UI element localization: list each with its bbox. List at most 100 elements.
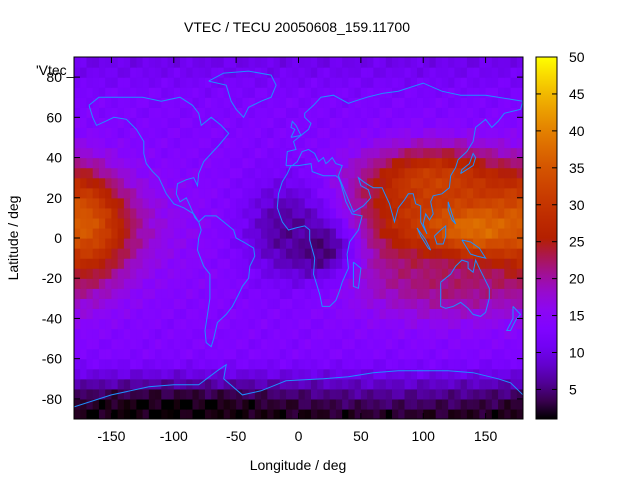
heatmap-cell [292, 248, 300, 259]
heatmap-cell [198, 127, 206, 139]
heatmap-cell [74, 137, 81, 149]
heatmap-cell [367, 238, 374, 249]
heatmap-cell [254, 207, 262, 219]
heatmap-cell [342, 408, 349, 419]
heatmap-cell [491, 288, 499, 299]
heatmap-cell [242, 278, 250, 289]
heatmap-cell [304, 117, 312, 128]
heatmap-cell [510, 97, 518, 108]
heatmap-cell [198, 298, 206, 309]
heatmap-cell [342, 258, 349, 269]
heatmap-cell [454, 227, 462, 239]
heatmap-cell [485, 298, 493, 309]
heatmap-cell [142, 268, 150, 279]
heatmap-cell [423, 57, 431, 68]
x-axis-label: Longitude / deg [250, 457, 347, 473]
heatmap-cell [317, 157, 325, 169]
heatmap-cell [173, 137, 181, 149]
heatmap-cell [379, 87, 387, 98]
heatmap-cell [304, 308, 312, 320]
heatmap-cell [423, 278, 431, 289]
heatmap-cell [117, 398, 125, 410]
heatmap-cell [416, 57, 424, 68]
heatmap-cell [261, 107, 268, 118]
heatmap-cell [105, 368, 113, 380]
heatmap-cell [516, 117, 523, 128]
heatmap-cell [448, 57, 456, 68]
heatmap-cell [429, 157, 437, 169]
heatmap-cell [86, 278, 94, 289]
heatmap-cell [242, 127, 250, 139]
heatmap-cell [111, 67, 119, 78]
heatmap-cell [429, 167, 437, 179]
heatmap-cell [398, 348, 406, 360]
heatmap-cell [367, 227, 374, 239]
heatmap-cell [460, 207, 468, 219]
heatmap-cell [423, 197, 431, 209]
heatmap-cell [385, 358, 393, 370]
heatmap-cell [317, 197, 325, 209]
heatmap-cell [286, 97, 293, 108]
heatmap-cell [161, 298, 169, 309]
heatmap-cell [86, 117, 94, 128]
heatmap-cell [510, 408, 518, 419]
heatmap-cell [491, 268, 499, 279]
heatmap-cell [242, 378, 250, 390]
heatmap-cell [186, 248, 194, 259]
heatmap-cell [416, 348, 424, 360]
heatmap-cell [373, 137, 381, 149]
heatmap-cell [485, 187, 493, 199]
heatmap-cell [423, 97, 431, 108]
heatmap-cell [416, 378, 424, 390]
heatmap-cell [167, 57, 175, 68]
heatmap-cell [86, 398, 94, 410]
heatmap-cell [460, 157, 468, 169]
heatmap-cell [286, 298, 293, 309]
heatmap-cell [416, 217, 424, 229]
heatmap-cell [441, 187, 449, 199]
heatmap-cell [148, 127, 156, 139]
heatmap-cell [267, 408, 275, 419]
heatmap-cell [198, 368, 206, 380]
heatmap-cell [373, 127, 381, 139]
heatmap-cell [123, 268, 131, 279]
heatmap-cell [204, 97, 212, 108]
heatmap-cell [204, 238, 212, 249]
heatmap-cell [217, 177, 225, 189]
heatmap-cell [473, 388, 480, 400]
heatmap-cell [329, 268, 337, 279]
heatmap-cell [161, 288, 169, 299]
heatmap-cell [167, 187, 175, 199]
heatmap-cell [142, 328, 150, 340]
heatmap-cell [242, 197, 250, 209]
heatmap-cell [435, 308, 443, 320]
heatmap-cell [498, 147, 505, 159]
heatmap-cell [180, 167, 187, 179]
heatmap-cell [229, 87, 237, 98]
heatmap-cell [441, 207, 449, 219]
coast-new-zealand [505, 306, 522, 331]
heatmap-cell [286, 57, 293, 68]
heatmap-cell [342, 67, 349, 78]
heatmap-cell [192, 358, 200, 370]
heatmap-cell [304, 278, 312, 289]
heatmap-cell [173, 308, 181, 320]
heatmap-cell [105, 348, 113, 360]
heatmap-cell [223, 248, 231, 259]
heatmap-cell [423, 248, 431, 259]
heatmap-cell [392, 388, 399, 400]
heatmap-cell [510, 388, 518, 400]
heatmap-cell [279, 97, 287, 108]
heatmap-cell [473, 87, 480, 98]
heatmap-cell [123, 67, 131, 78]
heatmap-cell [329, 177, 337, 189]
heatmap-cell [136, 197, 144, 209]
heatmap-cell [385, 67, 393, 78]
heatmap-cell [441, 358, 449, 370]
heatmap-cell [86, 57, 94, 68]
heatmap-cell [373, 217, 381, 229]
heatmap-cell [229, 258, 237, 269]
heatmap-cell [435, 147, 443, 159]
heatmap-cell [155, 77, 162, 88]
heatmap-cell [373, 338, 381, 350]
